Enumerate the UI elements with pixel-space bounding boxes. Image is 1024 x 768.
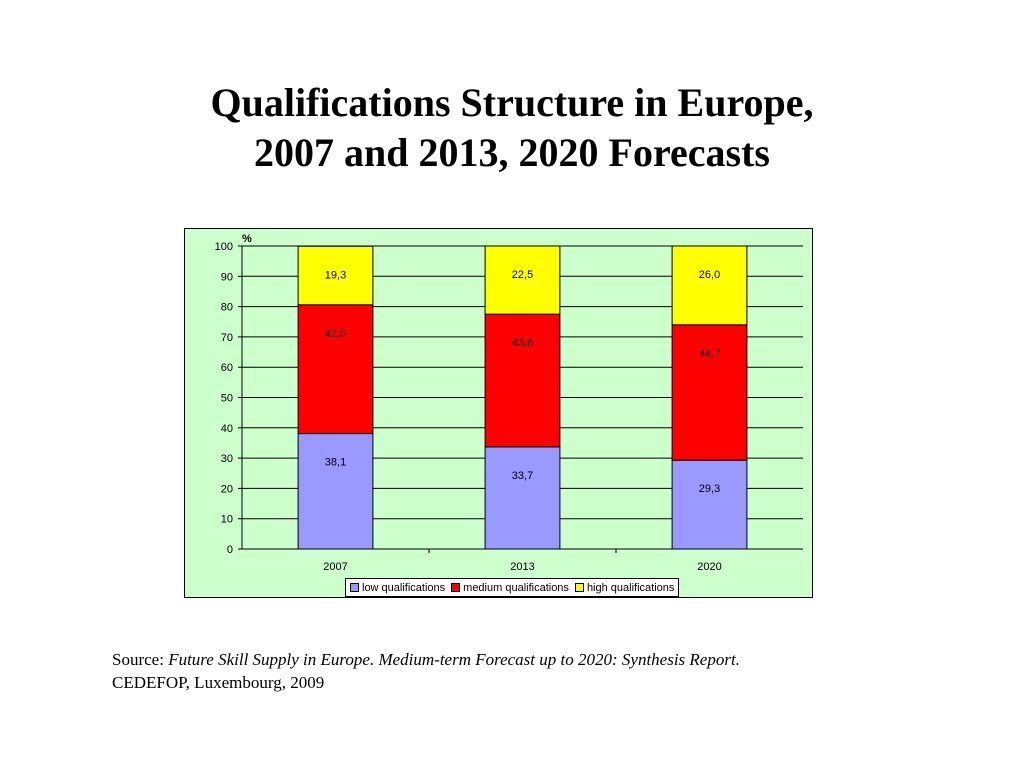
bar-medium-2013 <box>484 313 561 448</box>
legend-item-low: low qualifications <box>350 582 445 594</box>
bar-high-2007 <box>297 245 374 306</box>
data-label-high-2020: 26,0 <box>699 269 720 281</box>
legend-item-medium: medium qualifications <box>451 582 569 594</box>
source-publisher: CEDEFOP, Luxembourg, 2009 <box>112 673 325 692</box>
legend-swatch-high <box>574 583 584 592</box>
source-citation: Source: Future Skill Supply in Europe. M… <box>112 648 972 694</box>
data-label-low-2020: 29,3 <box>699 483 720 495</box>
legend-item-high: high qualifications <box>574 581 675 594</box>
y-tick-label: 90 <box>221 271 233 283</box>
y-tick-label: 40 <box>221 423 233 435</box>
slide-title-line-2: 2007 and 2013, 2020 Forecasts <box>254 130 770 175</box>
x-tick-label: 2013 <box>510 561 534 573</box>
y-axis-label: % <box>242 233 252 245</box>
source-prefix: Source: <box>112 650 169 669</box>
y-tick-label: 20 <box>221 483 233 495</box>
chart-legend: low qualifications medium qualifications… <box>345 578 680 597</box>
legend-label-high: high qualifications <box>586 581 675 594</box>
y-tick-label: 30 <box>221 453 233 465</box>
data-label-medium-2007: 42,5 <box>325 328 346 340</box>
y-tick-label: 0 <box>227 544 233 556</box>
legend-label-medium: medium qualifications <box>463 581 569 594</box>
y-tick-label: 70 <box>221 332 233 344</box>
y-tick-label: 50 <box>221 393 233 405</box>
bar-high-2020 <box>671 245 748 326</box>
slide-title-line-1: Qualifications Structure in Europe, <box>210 80 814 125</box>
stacked-bar-chart: 0 10 20 30 40 50 60 70 80 90 100% 38,1 42,5 19,3 2007 3… <box>215 233 803 573</box>
data-label-medium-2013: 43,8 <box>512 337 533 349</box>
data-label-high-2007: 19,3 <box>325 269 346 281</box>
source-title: Future Skill Supply in Europe. Medium-te… <box>168 650 740 669</box>
data-label-low-2013: 33,7 <box>512 470 533 482</box>
x-tick-label: 2020 <box>697 561 721 573</box>
legend-swatch-medium <box>451 583 461 592</box>
y-tick-label: 80 <box>221 302 233 314</box>
legend-label-low: low qualifications <box>362 581 446 594</box>
y-tick-label: 60 <box>221 362 233 374</box>
bar-high-2013 <box>484 245 561 315</box>
x-tick-label: 2007 <box>323 561 347 573</box>
data-label-low-2007: 38,1 <box>325 457 346 469</box>
bar-low-2020 <box>671 459 748 550</box>
slide-title: Qualifications Structure in Europe, 2007… <box>0 78 1024 178</box>
chart-area: 0 10 20 30 40 50 60 70 80 90 100% 38,1 42,5 19,3 2007 3… <box>184 228 813 598</box>
bar-medium-2007 <box>297 304 374 435</box>
bar-low-2013 <box>484 446 561 550</box>
data-label-high-2013: 22,5 <box>512 269 533 281</box>
y-tick-label: 100 <box>215 241 233 253</box>
bar-medium-2020 <box>671 324 748 461</box>
y-tick-label: 10 <box>221 514 233 526</box>
bar-low-2007 <box>297 433 374 550</box>
legend-swatch-low <box>350 583 359 592</box>
data-label-medium-2020: 44,7 <box>699 348 720 360</box>
